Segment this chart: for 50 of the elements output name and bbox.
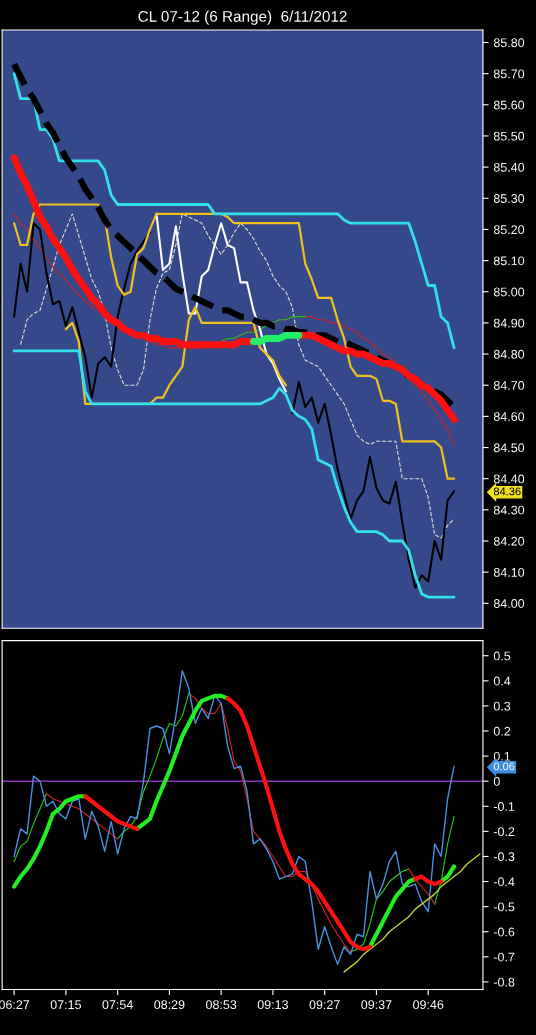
- y-tick-label: 84.60: [493, 412, 525, 422]
- y-tick-label: 84.00: [493, 599, 525, 608]
- y-tick-label: 85.20: [493, 225, 525, 235]
- y-tick-label: 0.4: [493, 676, 511, 686]
- y-tick-label: 84.20: [493, 536, 525, 546]
- line-series: [12, 349, 456, 599]
- line-series: [155, 212, 287, 393]
- y-tick-label: 84.10: [493, 567, 525, 577]
- x-tick-label: 09:46: [413, 1000, 444, 1010]
- x-tick-label: 09:27: [309, 1000, 340, 1010]
- y-tick-label: -0.7: [493, 952, 515, 962]
- y-tick-label: 0.06: [493, 762, 515, 771]
- x-tick-label: 09:13: [257, 1000, 289, 1010]
- y-tick-label: 84.40: [493, 474, 525, 484]
- x-tick-label: 07:54: [102, 1000, 133, 1010]
- y-tick-label: 84.50: [493, 443, 525, 453]
- y-tick-label: 0.5: [493, 651, 511, 661]
- y-tick-label: 85.70: [493, 69, 525, 79]
- y-tick-label: 85.80: [493, 38, 525, 48]
- y-tick-label: -0.5: [493, 902, 515, 912]
- line-series: [13, 203, 456, 480]
- x-tick-label: 09:37: [361, 1000, 392, 1010]
- x-tick-label: 08:29: [154, 1000, 185, 1010]
- y-tick-label: 85.10: [493, 256, 525, 266]
- y-tick-label: -0.4: [493, 877, 515, 887]
- y-tick-label: 0.3: [493, 701, 511, 711]
- line-series: [20, 213, 455, 539]
- y-tick-label: 84.36: [493, 487, 521, 496]
- y-tick-label: 85.40: [493, 162, 525, 172]
- y-tick-label: -0.3: [493, 852, 515, 862]
- y-tick-label: 85.60: [493, 100, 525, 110]
- y-tick-label: 85.00: [493, 287, 525, 297]
- chart-title: CL 07-12 (6 Range) 6/11/2012: [138, 10, 347, 25]
- y-tick-label: -0.6: [493, 927, 515, 937]
- y-tick-label: 84.80: [493, 349, 525, 359]
- y-tick-label: 85.50: [493, 131, 525, 141]
- y-tick-label: 0: [493, 776, 500, 786]
- x-tick-label: 08:53: [206, 1000, 237, 1010]
- x-tick-label: 07:15: [50, 1000, 81, 1010]
- y-tick-label: 84.30: [493, 505, 525, 515]
- y-tick-label: -0.2: [493, 827, 515, 837]
- y-tick-label: -0.8: [493, 977, 515, 987]
- y-tick-label: -0.1: [493, 802, 515, 811]
- y-tick-label: 0.1: [493, 751, 511, 761]
- y-tick-label: 84.70: [493, 381, 525, 390]
- y-tick-label: 84.90: [493, 318, 525, 328]
- line-series: [12, 72, 456, 350]
- y-tick-label: 0.2: [493, 726, 511, 736]
- y-tick-label: 85.30: [493, 194, 525, 203]
- line-series: [343, 853, 481, 973]
